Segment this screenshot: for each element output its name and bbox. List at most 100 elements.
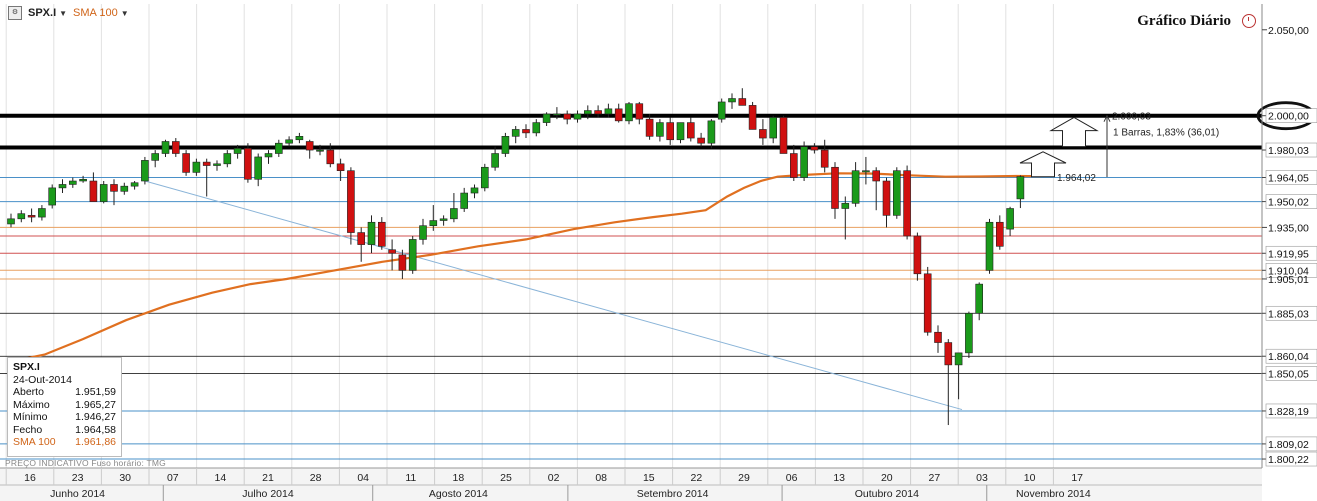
- candle-body-up: [553, 113, 561, 116]
- clock-icon[interactable]: [1242, 14, 1256, 28]
- candle: [7, 213, 15, 228]
- candle: [614, 103, 623, 123]
- week-label: 13: [833, 472, 845, 484]
- candle: [429, 205, 438, 231]
- candle: [161, 139, 170, 157]
- date-axis[interactable]: 16 23 30 07 14 21 28 04 11 18 25 02 08 15 22 29 06 13 20 27…: [0, 467, 1262, 501]
- price-label-box: [1265, 348, 1317, 364]
- candle-body-down: [666, 122, 675, 141]
- candle-body-up: [367, 221, 376, 245]
- candle-body-down: [398, 254, 407, 271]
- candle-body-down: [789, 153, 798, 178]
- candle-body-up: [274, 142, 283, 154]
- candle-body-up: [38, 208, 46, 218]
- candle: [954, 352, 963, 400]
- candle: [697, 132, 705, 147]
- candle: [738, 88, 747, 106]
- week-label: 20: [881, 472, 893, 484]
- candle: [800, 141, 808, 182]
- price-label-box: [1265, 170, 1317, 185]
- candle: [975, 282, 984, 321]
- candle-body-down: [202, 161, 211, 166]
- candle-body-down: [759, 129, 767, 139]
- week-label: 30: [119, 472, 131, 484]
- chevron-down-icon[interactable]: ▼: [59, 8, 68, 18]
- trendline: [144, 180, 963, 411]
- candle-body-up: [480, 166, 489, 189]
- candle-body-down: [110, 184, 118, 192]
- candle: [38, 205, 46, 221]
- candle: [841, 196, 850, 240]
- candle: [542, 112, 551, 127]
- candle-body-up: [491, 153, 499, 168]
- week-label: 11: [405, 472, 416, 484]
- candle-body-up: [316, 149, 324, 152]
- candle: [172, 138, 180, 157]
- candle-body-up: [769, 117, 778, 139]
- candle: [759, 119, 767, 145]
- candle-body-down: [872, 170, 881, 182]
- candle: [965, 311, 973, 359]
- candle-body-down: [305, 141, 314, 151]
- candle-body-up: [141, 160, 149, 182]
- price-label-box: [1265, 366, 1317, 381]
- week-label: 28: [310, 472, 322, 484]
- candle: [934, 325, 942, 353]
- candle: [326, 143, 335, 168]
- candle: [367, 215, 376, 254]
- candle: [316, 144, 324, 156]
- price-tick-label: 1.905,01: [1268, 274, 1309, 286]
- symbol-selector[interactable]: SPX.I: [28, 7, 57, 19]
- price-label-box: [1265, 305, 1317, 321]
- week-label: 27: [929, 472, 941, 484]
- candle: [69, 177, 77, 188]
- candle: [58, 179, 67, 194]
- price-tick-label: 1.910,04: [1268, 265, 1309, 277]
- candle-body-up: [264, 153, 273, 158]
- candle: [305, 139, 314, 159]
- price-tick-label: 2.000,00: [1268, 111, 1309, 123]
- candle: [583, 105, 592, 120]
- candle-body-up: [419, 225, 427, 240]
- candle-body-up: [676, 122, 685, 141]
- candle-body-up: [223, 153, 232, 165]
- candle: [1016, 175, 1025, 209]
- candle-body-up: [69, 180, 77, 185]
- candle-body-down: [388, 249, 396, 254]
- chart-settings-icon[interactable]: ⚙: [8, 6, 22, 20]
- candle: [130, 181, 139, 190]
- candle: [707, 119, 716, 149]
- week-label: 17: [1071, 472, 1083, 484]
- candle-body-down: [738, 98, 747, 106]
- candle: [48, 184, 57, 209]
- sma-selector[interactable]: SMA 100: [73, 7, 118, 19]
- candle: [264, 150, 273, 164]
- candle-body-up: [295, 136, 304, 141]
- price-label-box: [1265, 142, 1317, 158]
- candle-body-down: [244, 148, 252, 180]
- candle-body-up: [450, 208, 458, 220]
- price-axis[interactable]: 2.050,00 2.000,00 1.980,03 1.964,05 1.950,02…: [1261, 4, 1317, 468]
- week-label: 21: [262, 472, 274, 484]
- candle-body-down: [645, 118, 654, 137]
- candle-body-up: [151, 153, 159, 161]
- price-tick-label: 1.980,03: [1268, 145, 1309, 157]
- week-label: 29: [738, 472, 750, 484]
- candle: [295, 132, 304, 144]
- candle-body-up: [7, 218, 15, 225]
- candle-body-down: [172, 141, 180, 154]
- candlesticks[interactable]: [7, 88, 1025, 426]
- chart-title: Gráfico Diário: [1137, 13, 1231, 29]
- week-label: 08: [595, 472, 607, 484]
- week-label: 14: [215, 472, 227, 484]
- candle-body-up: [460, 192, 469, 209]
- candle: [995, 215, 1004, 250]
- candle: [398, 249, 407, 279]
- price-tick-label: 1.935,00: [1268, 222, 1309, 234]
- chevron-down-icon[interactable]: ▼: [120, 8, 129, 18]
- candle: [347, 167, 355, 245]
- month-label: Agosto 2014: [429, 488, 488, 500]
- candle: [491, 146, 499, 171]
- candle-body-up: [717, 101, 726, 120]
